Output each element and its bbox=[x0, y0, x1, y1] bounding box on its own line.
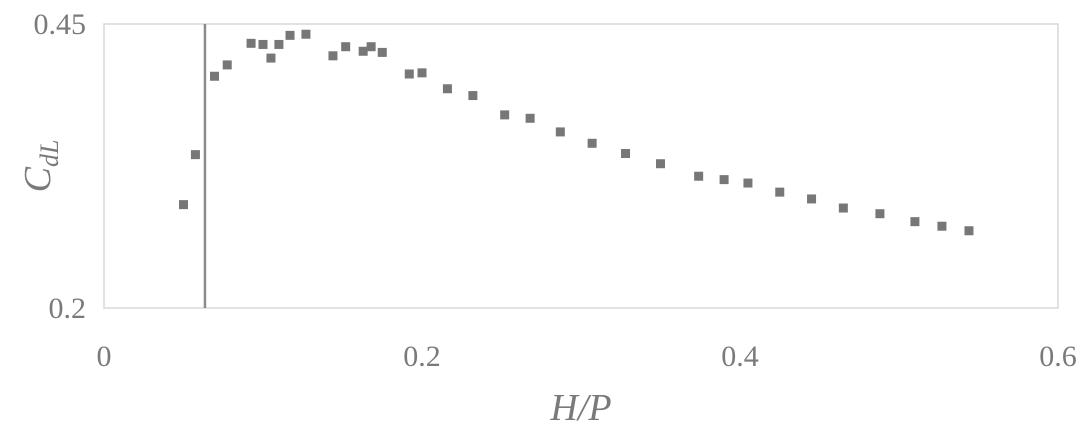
data-point bbox=[366, 42, 376, 52]
data-point bbox=[775, 187, 785, 197]
data-point bbox=[417, 68, 427, 78]
data-point bbox=[694, 171, 704, 181]
data-points bbox=[179, 29, 974, 236]
data-point bbox=[743, 178, 753, 188]
data-point bbox=[910, 217, 920, 227]
y-tick-labels: 0.2 0.45 bbox=[34, 8, 87, 325]
data-point bbox=[274, 39, 284, 49]
y-tick-label: 0.45 bbox=[34, 8, 87, 41]
data-point bbox=[190, 150, 200, 160]
data-point bbox=[807, 194, 817, 204]
data-point bbox=[341, 42, 351, 52]
data-point bbox=[328, 51, 338, 61]
data-point bbox=[719, 175, 729, 185]
data-point bbox=[258, 39, 268, 49]
x-axis-title: H/P bbox=[549, 387, 611, 429]
data-point bbox=[442, 84, 452, 94]
data-point bbox=[875, 209, 885, 219]
data-point bbox=[404, 69, 414, 79]
x-tick-label: 0.2 bbox=[403, 340, 441, 373]
data-point bbox=[838, 203, 848, 213]
data-point bbox=[964, 226, 974, 236]
data-point bbox=[377, 47, 387, 57]
data-point bbox=[210, 71, 220, 81]
data-point bbox=[656, 159, 665, 169]
data-point bbox=[500, 110, 510, 120]
data-point bbox=[525, 113, 535, 123]
y-axis-title-subscript: dL bbox=[35, 140, 64, 167]
y-axis-title-main: C bbox=[17, 166, 59, 192]
data-point bbox=[179, 200, 188, 210]
data-point bbox=[266, 53, 276, 63]
data-point bbox=[468, 91, 478, 101]
data-point bbox=[621, 149, 631, 159]
x-tick-label: 0 bbox=[97, 340, 112, 373]
plot-area-border bbox=[103, 23, 1059, 309]
data-point bbox=[937, 221, 947, 231]
data-point bbox=[285, 30, 295, 40]
data-point bbox=[222, 60, 232, 70]
data-point bbox=[587, 138, 597, 148]
data-point bbox=[301, 29, 311, 39]
data-point bbox=[358, 46, 368, 56]
x-tick-label: 0.4 bbox=[721, 340, 759, 373]
x-tick-labels: 0 0.2 0.4 0.6 bbox=[97, 340, 1077, 373]
x-tick-label: 0.6 bbox=[1039, 340, 1077, 373]
y-axis-title: CdL bbox=[17, 140, 64, 193]
data-point bbox=[246, 38, 256, 48]
data-point bbox=[555, 127, 565, 137]
y-tick-label: 0.2 bbox=[49, 292, 87, 325]
